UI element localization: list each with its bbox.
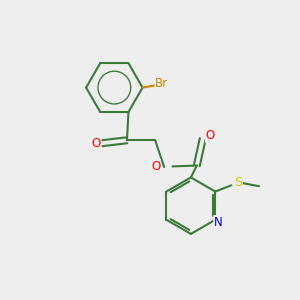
Text: Br: Br [155, 76, 169, 90]
Text: O: O [206, 129, 215, 142]
Text: N: N [214, 216, 223, 229]
Text: O: O [151, 160, 160, 172]
Text: O: O [92, 137, 101, 150]
Text: S: S [234, 176, 242, 189]
